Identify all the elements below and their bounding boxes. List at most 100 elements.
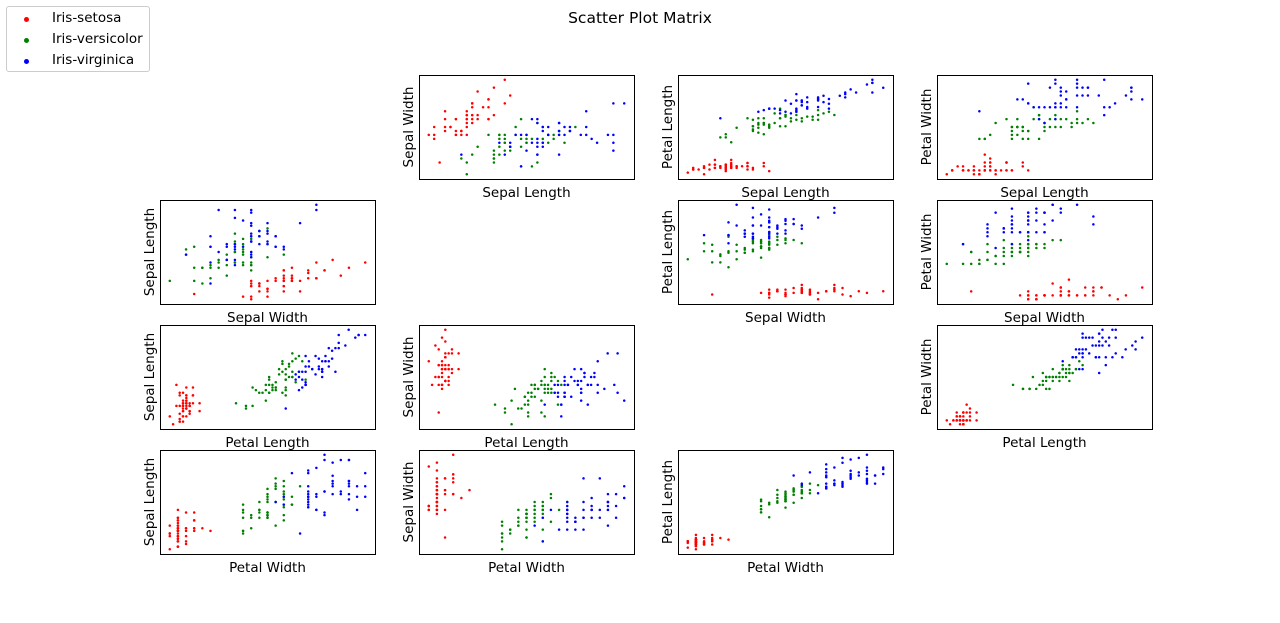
point-iris-versicolor-9: [476, 145, 479, 148]
point-iris-virginica-19: [961, 242, 965, 246]
point-iris-versicolor-39: [727, 249, 730, 253]
point-iris-versicolor-8: [784, 490, 787, 493]
point-iris-virginica-26: [1010, 231, 1014, 234]
point-iris-versicolor-49: [266, 511, 269, 514]
point-iris-virginica-41: [563, 379, 566, 383]
point-iris-virginica-9: [1075, 203, 1079, 206]
point-iris-setosa-5: [841, 286, 844, 290]
point-iris-versicolor-36: [816, 113, 820, 117]
point-iris-setosa-44: [457, 352, 460, 355]
point-iris-versicolor-18: [284, 373, 287, 376]
point-iris-virginica-45: [865, 480, 869, 484]
point-iris-virginica-23: [1054, 106, 1057, 109]
point-iris-virginica-28: [590, 516, 593, 520]
point-iris-setosa-47: [784, 291, 787, 295]
point-iris-virginica-47: [1064, 98, 1068, 101]
point-iris-versicolor-41: [784, 115, 787, 118]
point-iris-versicolor-27: [301, 359, 304, 363]
point-iris-virginica-37: [824, 475, 828, 479]
point-iris-versicolor-12: [778, 124, 782, 128]
point-iris-virginica-47: [546, 133, 550, 137]
point-iris-virginica-12: [822, 100, 825, 104]
point-iris-setosa-35: [952, 419, 955, 422]
point-iris-virginica-43: [347, 482, 351, 485]
point-iris-versicolor-31: [978, 262, 981, 266]
point-iris-versicolor-26: [563, 141, 566, 145]
point-iris-versicolor-14: [254, 388, 258, 392]
point-iris-virginica-17: [339, 458, 343, 462]
point-iris-virginica-30: [1114, 352, 1117, 355]
point-iris-versicolor-23: [525, 141, 528, 145]
point-iris-versicolor-42: [776, 499, 779, 503]
point-iris-versicolor-17: [1026, 137, 1030, 141]
point-iris-setosa-21: [451, 481, 455, 484]
point-iris-setosa-24: [694, 533, 698, 537]
point-iris-virginica-15: [1059, 86, 1063, 89]
point-iris-virginica-47: [1084, 348, 1088, 351]
point-iris-setosa-14: [849, 294, 852, 298]
point-iris-setosa-48: [306, 271, 310, 275]
point-iris-virginica-13: [986, 223, 989, 226]
point-iris-virginica-18: [363, 333, 367, 337]
point-iris-virginica-47: [841, 480, 844, 484]
point-iris-virginica-18: [606, 524, 610, 527]
point-iris-versicolor-1: [1059, 117, 1063, 121]
point-iris-versicolor-23: [233, 250, 237, 254]
point-iris-setosa-37: [185, 407, 188, 410]
point-iris-versicolor-4: [1064, 367, 1068, 371]
point-iris-setosa-40: [983, 165, 987, 168]
point-iris-virginica-0: [1111, 328, 1114, 331]
point-iris-versicolor-7: [201, 282, 204, 285]
point-iris-versicolor-22: [541, 528, 545, 531]
y-axis-label: Sepal Width: [401, 337, 417, 418]
point-iris-setosa-30: [1035, 294, 1038, 297]
point-iris-versicolor-16: [284, 388, 287, 392]
point-iris-setosa-20: [450, 367, 454, 371]
point-iris-setosa-24: [457, 367, 460, 371]
point-iris-virginica-39: [849, 477, 852, 481]
point-iris-virginica-0: [334, 370, 337, 373]
point-iris-virginica-28: [1010, 219, 1014, 222]
point-iris-setosa-6: [961, 165, 965, 168]
subplot-sepal-length-vs-petal-width: Sepal Length Petal Width: [919, 75, 1153, 201]
point-iris-virginica-11: [833, 479, 836, 482]
point-iris-versicolor-43: [192, 279, 196, 283]
point-iris-versicolor-7: [719, 136, 722, 139]
point-iris-setosa-28: [476, 117, 479, 121]
point-iris-virginica-49: [1026, 231, 1030, 234]
point-iris-setosa-25: [447, 383, 450, 387]
point-iris-versicolor-11: [800, 496, 804, 500]
point-iris-virginica-8: [1104, 356, 1108, 359]
point-iris-setosa-20: [746, 161, 749, 165]
point-iris-setosa-16: [487, 98, 490, 101]
point-iris-setosa-37: [719, 165, 722, 168]
point-iris-virginica-35: [871, 91, 874, 94]
point-iris-setosa-47: [266, 290, 269, 293]
point-iris-versicolor-37: [192, 245, 196, 248]
point-iris-setosa-19: [443, 477, 447, 480]
point-iris-versicolor-5: [543, 391, 546, 395]
point-iris-setosa-28: [994, 169, 997, 172]
point-iris-setosa-48: [185, 396, 188, 400]
point-iris-virginica-31: [1124, 348, 1127, 351]
point-iris-setosa-36: [290, 266, 294, 270]
point-iris-virginica-5: [849, 458, 852, 461]
point-iris-setosa-33: [435, 461, 439, 464]
point-iris-virginica-19: [541, 540, 545, 543]
point-iris-versicolor-14: [241, 263, 245, 267]
point-iris-versicolor-48: [988, 133, 992, 137]
point-iris-versicolor-36: [541, 504, 545, 508]
point-iris-versicolor-39: [751, 124, 755, 128]
point-iris-virginica-45: [557, 133, 561, 137]
point-iris-virginica-22: [323, 458, 326, 462]
point-iris-versicolor-40: [751, 118, 755, 122]
point-iris-virginica-32: [1097, 340, 1101, 343]
point-iris-versicolor-36: [291, 359, 294, 363]
point-iris-virginica-8: [327, 359, 331, 363]
point-iris-setosa-30: [447, 379, 450, 383]
point-iris-virginica-48: [573, 367, 576, 371]
point-iris-setosa-12: [972, 173, 976, 176]
point-iris-versicolor-47: [1048, 125, 1052, 129]
legend-item-virginica: Iris-virginica: [7, 51, 151, 71]
point-iris-virginica-47: [566, 383, 570, 387]
